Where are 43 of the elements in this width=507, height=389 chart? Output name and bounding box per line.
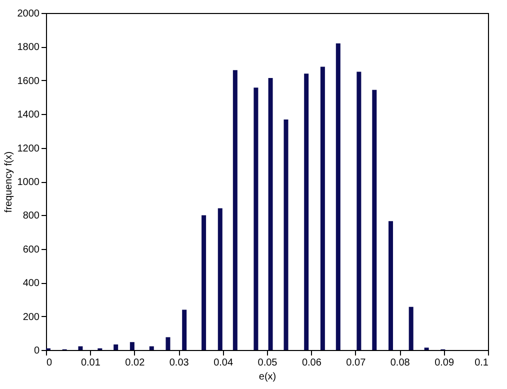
x-tick-label: 0.05 bbox=[258, 358, 278, 368]
y-tick-label: 1000 bbox=[17, 177, 40, 188]
bar bbox=[254, 88, 258, 350]
y-tick-label: 200 bbox=[22, 312, 40, 323]
bar bbox=[268, 78, 273, 350]
y-tick-label: 0 bbox=[34, 346, 40, 356]
x-tick-label: 0.02 bbox=[125, 358, 146, 368]
y-tick-label: 2000 bbox=[17, 8, 40, 20]
bar bbox=[166, 337, 170, 350]
bar bbox=[114, 344, 118, 350]
x-tick-label: 0.01 bbox=[80, 358, 101, 368]
bar bbox=[149, 346, 154, 350]
bar bbox=[284, 119, 288, 350]
x-tick-label: 0.06 bbox=[302, 358, 322, 368]
bar bbox=[388, 221, 394, 350]
bar bbox=[182, 310, 187, 350]
x-tick-label: 0.08 bbox=[390, 358, 410, 368]
bar bbox=[408, 306, 414, 350]
bar bbox=[78, 346, 83, 350]
bar bbox=[232, 70, 238, 350]
bar bbox=[320, 66, 325, 350]
bar bbox=[336, 43, 340, 350]
bar bbox=[218, 208, 222, 350]
x-tick-label: 0 bbox=[46, 358, 52, 368]
bar bbox=[304, 74, 309, 350]
y-axis-title: frequency f(x) bbox=[3, 151, 14, 213]
x-tick-label: 0.04 bbox=[214, 358, 234, 368]
bar bbox=[356, 72, 362, 350]
x-tick-label: 0.03 bbox=[169, 358, 190, 368]
x-tick-label: 0.07 bbox=[346, 358, 366, 368]
bar bbox=[372, 90, 377, 350]
bar bbox=[130, 342, 134, 350]
y-tick-label: 1600 bbox=[17, 76, 40, 87]
x-axis-title: e(x) bbox=[258, 372, 276, 382]
y-tick-label: 400 bbox=[22, 278, 40, 290]
y-tick-label: 800 bbox=[22, 210, 40, 222]
bar bbox=[202, 215, 206, 350]
x-tick-label: 0.09 bbox=[434, 358, 454, 368]
y-tick-label: 1400 bbox=[17, 110, 40, 121]
y-tick-label: 1200 bbox=[17, 143, 40, 154]
y-tick-label: 1800 bbox=[17, 42, 40, 54]
x-tick-label: 0.1 bbox=[474, 358, 489, 368]
y-tick-label: 600 bbox=[22, 244, 40, 256]
